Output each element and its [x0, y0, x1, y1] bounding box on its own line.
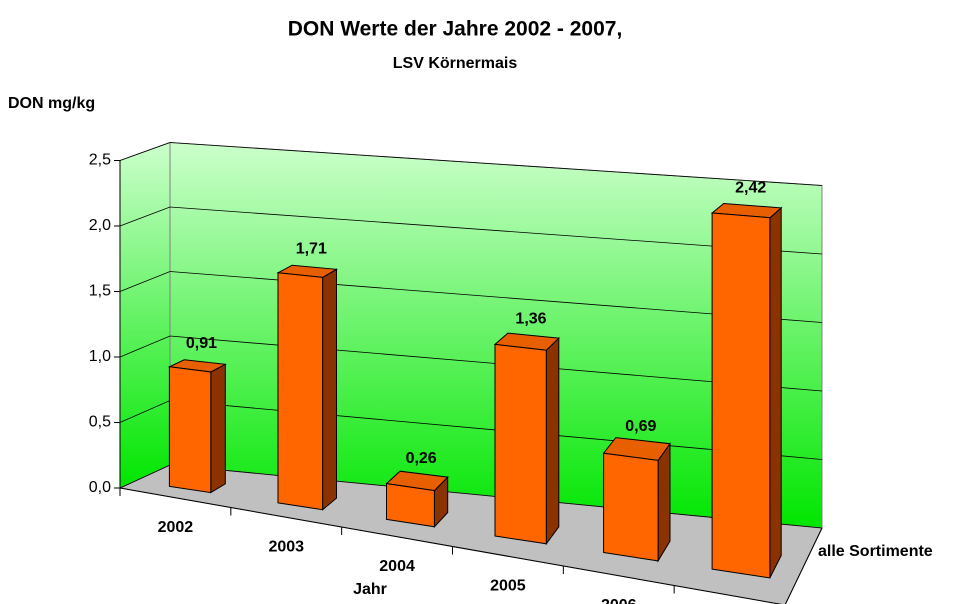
y-tick-label: 2,5	[89, 152, 111, 169]
chart-title: DON Werte der Jahre 2002 - 2007,	[288, 18, 623, 41]
side-wall	[119, 141, 171, 489]
y-tick-label: 1,5	[89, 283, 111, 300]
bar	[603, 452, 659, 562]
y-tick-label: 1,0	[89, 348, 111, 365]
x-tick-label: 2006	[601, 597, 637, 604]
value-label: 1,36	[515, 311, 546, 328]
grid-line	[119, 271, 823, 323]
bar-side	[657, 442, 671, 563]
bar	[277, 272, 324, 511]
bar	[494, 343, 547, 545]
x-axis-label: Jahr	[353, 581, 387, 598]
bar	[168, 366, 212, 494]
grid-line	[119, 142, 823, 186]
value-label: 2,42	[735, 180, 766, 197]
value-label: 0,91	[186, 335, 217, 352]
value-label: 0,69	[625, 418, 656, 435]
grid-line	[119, 206, 823, 255]
x-tick-label: 2003	[268, 538, 304, 555]
depth-axis	[784, 527, 823, 604]
value-label: 0,26	[406, 450, 437, 467]
y-axis-label: DON mg/kg	[8, 95, 95, 112]
bar	[711, 212, 771, 579]
depth-label: alle Sortimente	[818, 543, 933, 560]
chart-subtitle: LSV Körnermais	[393, 55, 518, 72]
y-tick-label: 0,0	[89, 479, 111, 496]
y-tick-label: 2,0	[89, 217, 111, 234]
x-tick-label: 2005	[490, 577, 526, 594]
bar-side	[210, 363, 226, 494]
value-label: 1,71	[296, 240, 327, 257]
bar-side	[769, 206, 782, 579]
bar-side	[322, 268, 337, 511]
x-tick-label: 2004	[379, 558, 415, 575]
x-tick-label: 2002	[158, 519, 194, 536]
bar	[386, 483, 435, 528]
bar-side	[545, 336, 560, 546]
y-tick-label: 0,5	[89, 414, 111, 431]
grid-line	[119, 335, 823, 392]
